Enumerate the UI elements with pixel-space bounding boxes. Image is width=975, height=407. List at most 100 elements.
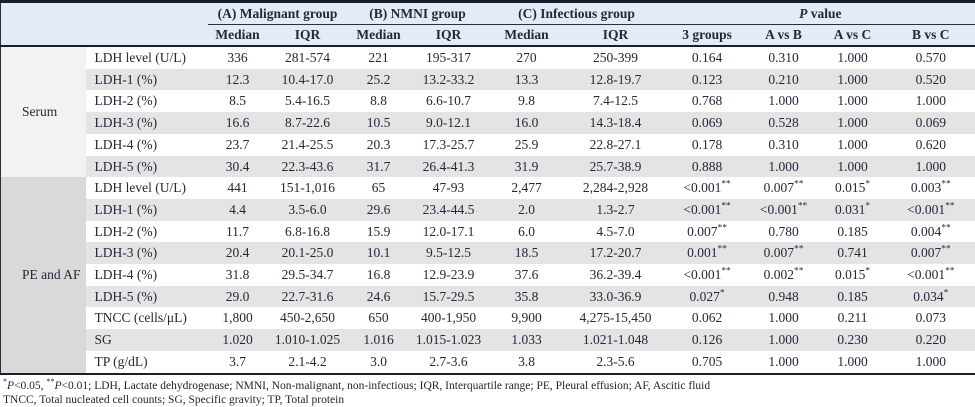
row-label: TP (g/dL)	[86, 351, 208, 374]
cell-p-a-vs-b: 0.948	[749, 286, 819, 308]
col-header-3-groups: 3 groups	[666, 25, 749, 47]
cell-p-3groups: <0.001**	[666, 199, 749, 221]
cell-iqr-c: 7.4-12.5	[566, 90, 666, 112]
row-label: LDH-4 (%)	[86, 264, 208, 286]
cell-p-b-vs-c: 0.220	[887, 329, 975, 351]
cell-median-c: 2,477	[488, 177, 566, 199]
cell-iqr-b: 9.0-12.1	[410, 112, 488, 134]
cell-median-a: 29.0	[208, 286, 268, 308]
cell-p-b-vs-c: 1.000	[887, 90, 975, 112]
cell-p-3groups: <0.001**	[666, 264, 749, 286]
row-label: LDH-3 (%)	[86, 112, 208, 134]
cell-median-a: 1,800	[208, 307, 268, 329]
cell-p-a-vs-b: 1.000	[749, 307, 819, 329]
cell-p-b-vs-c: 0.003**	[887, 177, 975, 199]
footnotes: *P<0.05, **P<0.01; LDH, Lactate dehydrog…	[0, 375, 975, 407]
cell-iqr-a: 1.010-1.025	[268, 329, 348, 351]
col-header-median-b: Median	[348, 25, 410, 47]
cell-median-c: 37.6	[488, 264, 566, 286]
corner-cell	[1, 2, 208, 47]
cell-p-3groups: 0.768	[666, 90, 749, 112]
cell-iqr-c: 25.7-38.9	[566, 156, 666, 178]
row-label: LDH-5 (%)	[86, 286, 208, 308]
cell-p-a-vs-b: 0.002**	[749, 264, 819, 286]
table-header: (A) Malignant group (B) NMNI group (C) I…	[1, 2, 975, 47]
cell-median-b: 20.3	[348, 134, 410, 156]
cell-p-b-vs-c: 1.000	[887, 156, 975, 178]
cell-median-b: 650	[348, 307, 410, 329]
cell-iqr-b: 400-1,950	[410, 307, 488, 329]
cell-p-b-vs-c: 0.073	[887, 307, 975, 329]
row-label: LDH-3 (%)	[86, 242, 208, 264]
cell-median-c: 270	[488, 46, 566, 69]
cell-p-a-vs-c: 1.000	[819, 69, 887, 91]
cell-median-b: 29.6	[348, 199, 410, 221]
col-header-iqr-b: IQR	[410, 25, 488, 47]
cell-p-3groups: 0.007**	[666, 221, 749, 243]
cell-iqr-a: 450-2,650	[268, 307, 348, 329]
group-header-nmni: (B) NMNI group	[348, 2, 488, 25]
col-header-a-vs-b: A vs B	[749, 25, 819, 47]
row-label: SG	[86, 329, 208, 351]
cell-p-b-vs-c: 0.007**	[887, 242, 975, 264]
cell-median-a: 30.4	[208, 156, 268, 178]
cell-p-a-vs-b: 0.310	[749, 46, 819, 69]
cell-p-a-vs-c: 1.000	[819, 156, 887, 178]
row-label: TNCC (cells/μL)	[86, 307, 208, 329]
cell-p-a-vs-b: 0.780	[749, 221, 819, 243]
cell-p-a-vs-c: 1.000	[819, 351, 887, 374]
cell-p-b-vs-c: 1.000	[887, 351, 975, 374]
cell-median-a: 11.7	[208, 221, 268, 243]
row-label: LDH-2 (%)	[86, 90, 208, 112]
cell-p-3groups: 0.069	[666, 112, 749, 134]
cell-iqr-b: 15.7-29.5	[410, 286, 488, 308]
cell-iqr-c: 250-399	[566, 46, 666, 69]
section-label-pe-af: PE and AF	[1, 177, 86, 373]
cell-median-c: 9,900	[488, 307, 566, 329]
cell-median-a: 23.7	[208, 134, 268, 156]
cell-iqr-a: 281-574	[268, 46, 348, 69]
cell-median-a: 441	[208, 177, 268, 199]
cell-iqr-c: 17.2-20.7	[566, 242, 666, 264]
cell-p-3groups: 0.123	[666, 69, 749, 91]
col-header-iqr-a: IQR	[268, 25, 348, 47]
cell-p-b-vs-c: <0.001**	[887, 199, 975, 221]
cell-p-b-vs-c: 0.004**	[887, 221, 975, 243]
cell-p-a-vs-c: 0.015*	[819, 264, 887, 286]
cell-p-b-vs-c: 0.520	[887, 69, 975, 91]
cell-p-3groups: 0.888	[666, 156, 749, 178]
cell-iqr-c: 12.8-19.7	[566, 69, 666, 91]
col-header-b-vs-c: B vs C	[887, 25, 975, 47]
group-header-malignant: (A) Malignant group	[208, 2, 348, 25]
cell-p-a-vs-c: 0.230	[819, 329, 887, 351]
cell-p-a-vs-b: 1.000	[749, 90, 819, 112]
cell-p-b-vs-c: 0.570	[887, 46, 975, 69]
cell-iqr-a: 6.8-16.8	[268, 221, 348, 243]
cell-iqr-b: 1.015-1.023	[410, 329, 488, 351]
cell-median-c: 3.8	[488, 351, 566, 374]
cell-median-c: 16.0	[488, 112, 566, 134]
cell-median-c: 25.9	[488, 134, 566, 156]
cell-p-a-vs-c: 0.211	[819, 307, 887, 329]
row-label: LDH level (U/L)	[86, 46, 208, 69]
cell-p-b-vs-c: 0.034*	[887, 286, 975, 308]
col-header-iqr-c: IQR	[566, 25, 666, 47]
cell-median-c: 1.033	[488, 329, 566, 351]
cell-iqr-a: 22.3-43.6	[268, 156, 348, 178]
cell-median-c: 9.8	[488, 90, 566, 112]
cell-iqr-b: 17.3-25.7	[410, 134, 488, 156]
cell-median-b: 1.016	[348, 329, 410, 351]
cell-p-a-vs-b: 1.000	[749, 329, 819, 351]
cell-median-c: 6.0	[488, 221, 566, 243]
group-header-infectious: (C) Infectious group	[488, 2, 666, 25]
cell-iqr-c: 4.5-7.0	[566, 221, 666, 243]
